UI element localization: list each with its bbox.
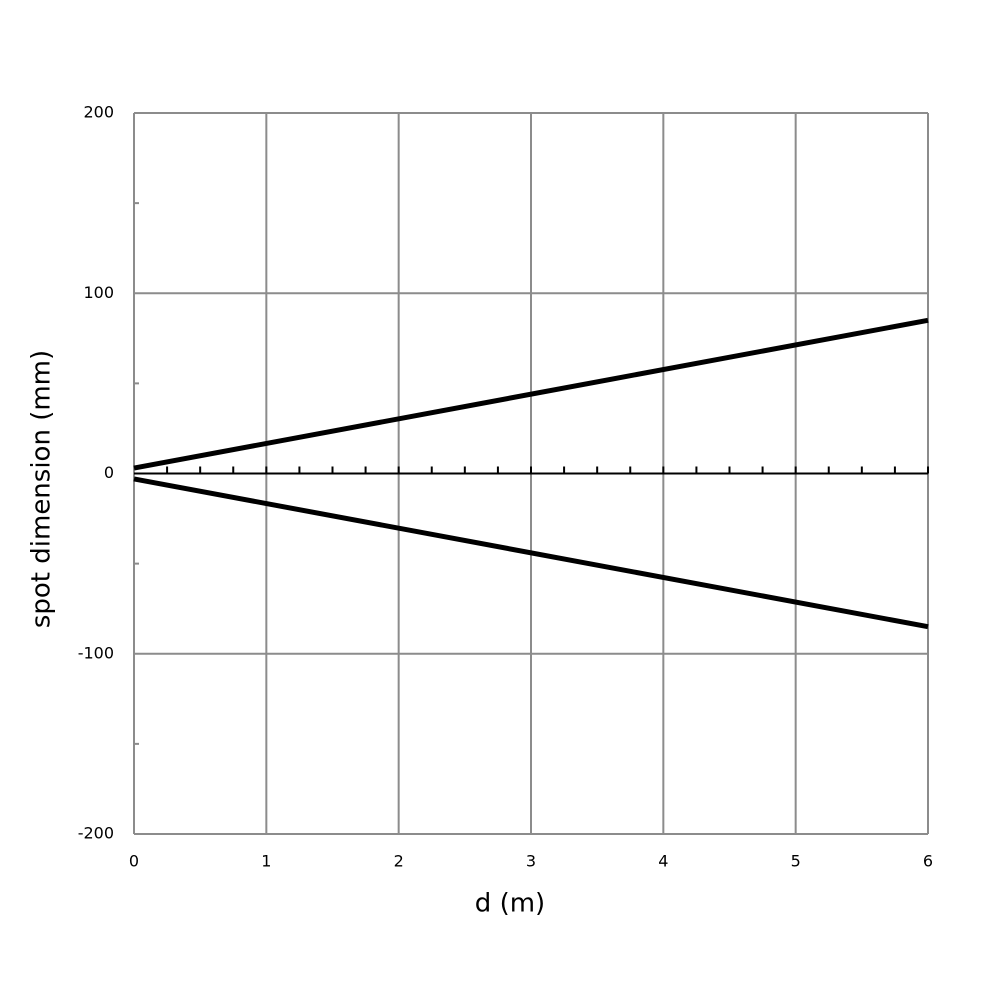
x-tick-label: 2	[394, 852, 404, 871]
x-tick-label: 3	[526, 852, 536, 871]
x-tick-label: 6	[923, 852, 933, 871]
x-tick-label: 4	[658, 852, 668, 871]
x-tick-label: 0	[129, 852, 139, 871]
y-tick-label: 200	[83, 103, 114, 122]
y-tick-label: -200	[78, 824, 114, 843]
x-tick-label: 1	[261, 852, 271, 871]
x-tick-label: 5	[791, 852, 801, 871]
x-axis-title: d (m)	[475, 889, 545, 919]
y-tick-label: 0	[104, 463, 114, 482]
y-tick-label: 100	[83, 283, 114, 302]
data-line	[133, 317, 929, 471]
y-tick-label: -100	[78, 643, 114, 662]
y-axis-title: spot dimension (mm)	[27, 350, 57, 628]
data-line	[133, 476, 929, 630]
